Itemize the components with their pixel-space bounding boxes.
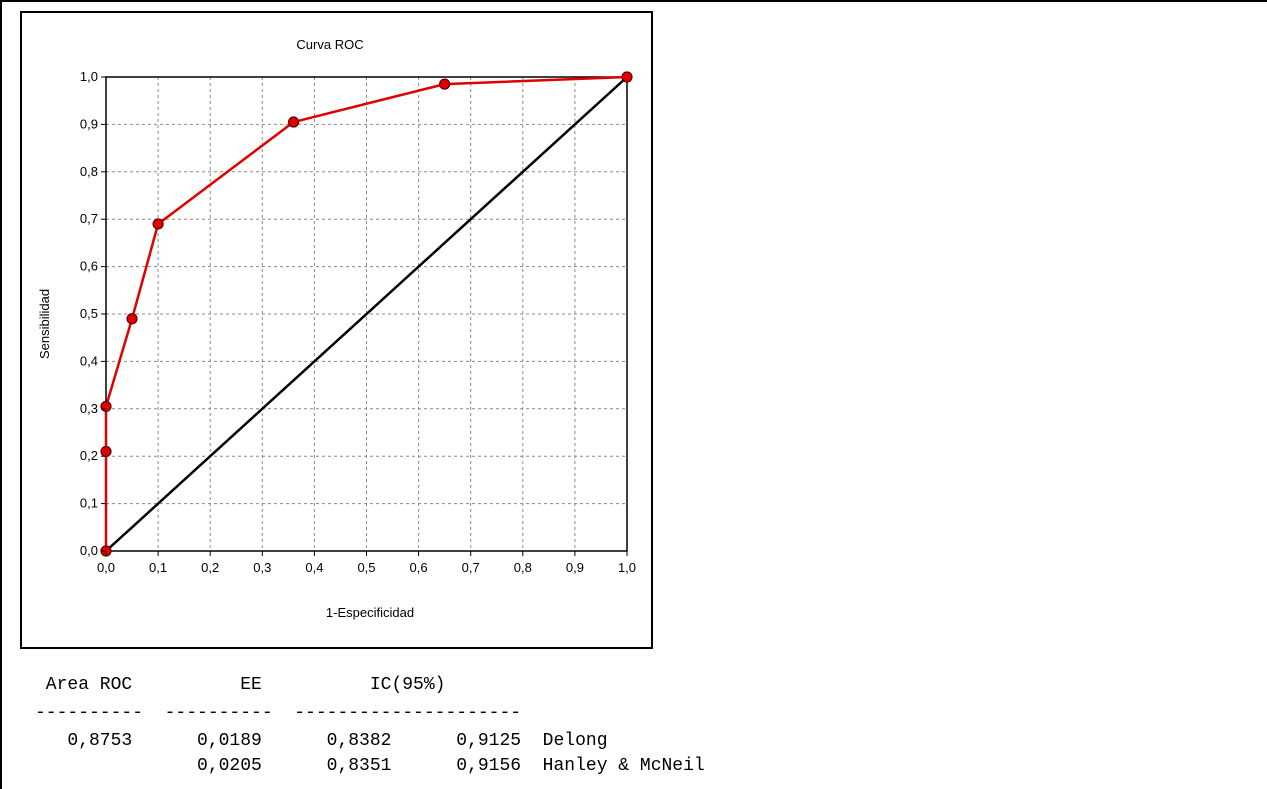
roc-curve-line [104,75,628,551]
y-tick-label: 0,1 [80,496,98,511]
x-tick-label: 0,1 [149,560,167,575]
y-tick-label: 0,4 [80,353,98,368]
grid-layer [105,76,628,552]
y-tick-label: 0,2 [80,448,98,463]
roc-point [152,218,164,230]
reference-diagonal-line [105,76,628,552]
y-axis-label: Sensibilidad [37,289,52,359]
chart-title: Curva ROC [296,37,363,52]
y-tick-label: 0,0 [80,543,98,558]
roc-chart-panel: Curva ROC 1-Especificidad Sensibilidad 0… [20,11,653,649]
y-tick-label: 0,6 [80,259,98,274]
stats-row-hanley-mcneil: 0,0205 0,8351 0,9156 Hanley & McNeil [35,756,705,776]
roc-point [621,71,633,83]
x-tick-label: 0,0 [97,560,115,575]
tick-layer: 0,0 0,1 0,2 0,3 0,4 0,5 0,6 0,7 0,8 0,9 1,0 0,0 0,1 0… [80,69,636,575]
roc-point [126,313,138,325]
roc-point [100,445,112,458]
y-tick-label: 0,7 [80,211,98,226]
roc-point [100,400,112,413]
x-tick-label: 0,2 [201,560,219,575]
stats-header: Area ROC EE IC(95%) [35,675,446,695]
y-tick-label: 1,0 [80,69,98,84]
y-tick-label: 0,5 [80,306,98,321]
page-frame-left-border [0,0,2,789]
x-tick-label: 0,3 [253,560,271,575]
y-tick-label: 0,3 [80,401,98,416]
x-tick-label: 0,6 [410,560,428,575]
stats-row-delong: 0,8753 0,0189 0,8382 0,9125 Delong [35,731,608,751]
x-tick-label: 0,5 [357,560,375,575]
x-axis-label: 1-Especificidad [326,605,414,620]
roc-point [439,78,451,90]
x-tick-label: 0,7 [462,560,480,575]
page-frame-top-border [0,0,1267,2]
plot-layer [100,71,633,557]
x-tick-label: 0,9 [566,560,584,575]
roc-chart: Curva ROC 1-Especificidad Sensibilidad 0… [37,37,636,620]
x-tick-label: 1,0 [618,560,636,575]
y-tick-label: 0,8 [80,164,98,179]
x-tick-label: 0,4 [305,560,323,575]
x-tick-label: 0,8 [514,560,532,575]
stats-separator: ---------- ---------- ------------------… [35,703,522,723]
roc-point [287,116,300,128]
y-tick-label: 0,9 [80,116,98,131]
